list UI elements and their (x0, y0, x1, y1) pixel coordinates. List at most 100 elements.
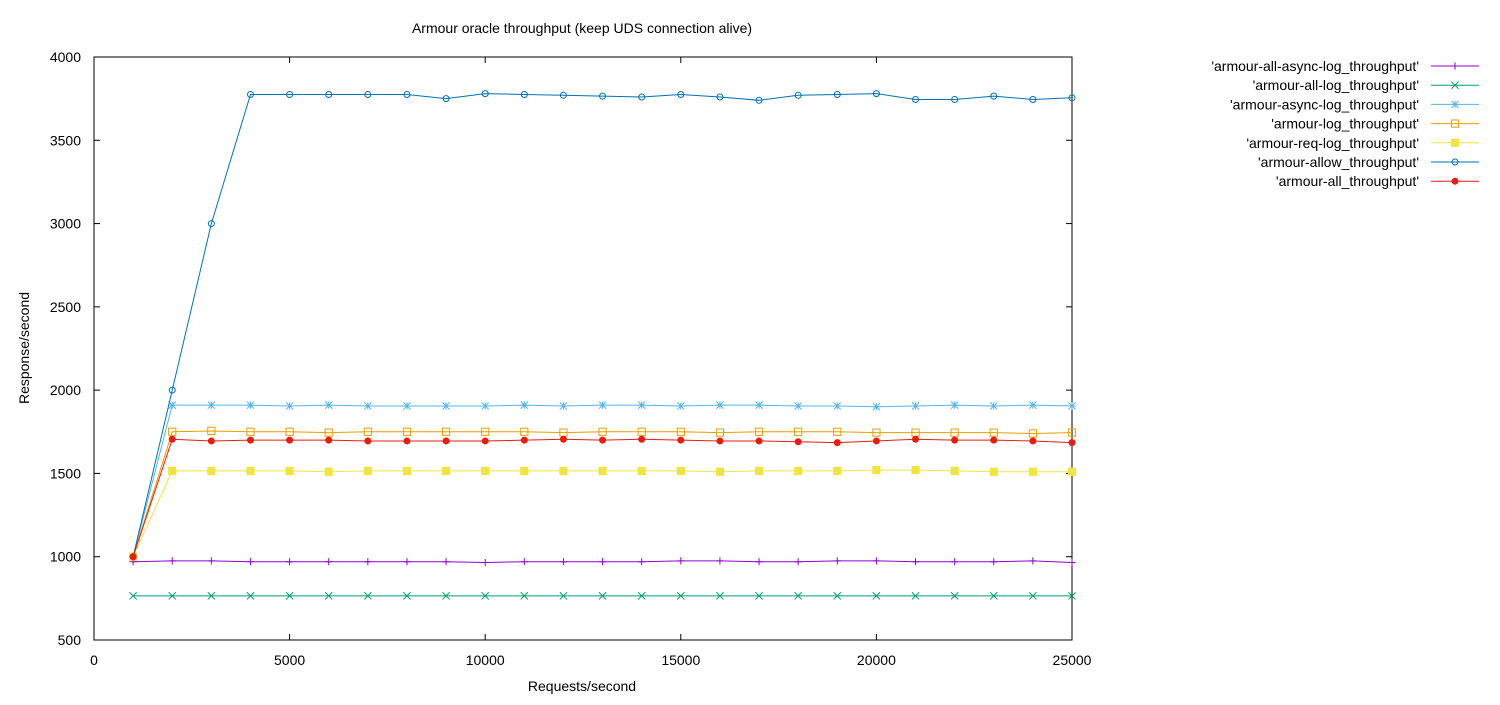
data-point (676, 427, 685, 436)
data-point (324, 591, 333, 600)
legend-item: 'armour-log_throughput' (1271, 116, 1479, 132)
data-point (1028, 429, 1037, 438)
data-point (207, 466, 216, 476)
legend-item: 'armour-async-log_throughput' (1230, 96, 1479, 112)
series-line (132, 93, 1073, 557)
data-point (559, 591, 568, 600)
data-point (833, 90, 841, 98)
data-point (1068, 558, 1076, 567)
data-point (520, 466, 529, 476)
data-point (364, 90, 372, 98)
data-point (989, 428, 998, 437)
data-point (246, 90, 254, 98)
data-point (246, 591, 255, 600)
data-point (285, 402, 294, 410)
data-point (246, 401, 255, 410)
data-point (325, 90, 333, 98)
data-point (833, 439, 841, 447)
data-point (324, 428, 333, 437)
data-point (989, 402, 998, 410)
data-point (715, 401, 724, 410)
data-point (794, 91, 802, 99)
legend-marker (1451, 158, 1459, 166)
data-point (285, 591, 294, 600)
data-point (520, 90, 528, 98)
legend-marker (1451, 100, 1459, 109)
data-point (715, 591, 724, 600)
series-1 (129, 557, 1076, 567)
data-point (716, 557, 724, 565)
data-point (1068, 94, 1076, 102)
data-point (911, 591, 920, 600)
y-tick-label: 1500 (50, 465, 81, 481)
data-point (599, 436, 607, 444)
data-point (794, 402, 803, 410)
data-point (402, 466, 412, 476)
data-point (442, 558, 450, 566)
data-point (833, 591, 842, 600)
legend-label: 'armour-async-log_throughput' (1230, 96, 1419, 112)
data-point (872, 402, 881, 411)
data-point (286, 90, 294, 98)
data-point (363, 427, 372, 436)
data-point (951, 95, 959, 103)
data-point (442, 402, 451, 410)
x-axis-ticks: 0 5000 10000 15000 20000 25000 (90, 57, 1092, 668)
data-point (794, 427, 803, 436)
data-point (520, 558, 528, 566)
legend-label: 'armour-all-async-log_throughput' (1211, 58, 1419, 74)
data-point (246, 427, 255, 436)
data-point (364, 558, 372, 566)
data-point (1068, 591, 1076, 600)
data-point (911, 402, 920, 410)
data-point (754, 466, 764, 476)
data-point (246, 436, 254, 444)
data-point (716, 93, 724, 101)
series-4 (129, 426, 1077, 561)
data-point (286, 436, 294, 444)
series-line (132, 438, 1073, 557)
data-point (402, 427, 412, 436)
series-6 (129, 90, 1076, 561)
data-point (872, 591, 881, 600)
data-point (989, 467, 998, 476)
legend-item: 'armour-req-log_throughput' (1246, 135, 1479, 151)
y-tick-label: 1000 (50, 549, 81, 565)
data-point (794, 438, 802, 446)
x-tick-label: 20000 (857, 652, 896, 668)
data-point (168, 591, 177, 600)
data-point (442, 437, 450, 445)
data-point (794, 558, 802, 566)
data-point (1068, 402, 1076, 410)
data-point (559, 558, 568, 566)
data-point (559, 402, 568, 410)
series-5 (129, 465, 1077, 561)
data-point (637, 466, 646, 476)
data-point (598, 558, 607, 566)
data-point (286, 558, 294, 566)
data-point (363, 591, 372, 600)
data-point (833, 427, 842, 436)
data-point (715, 428, 725, 437)
data-point (755, 558, 763, 566)
data-point (872, 437, 880, 445)
data-point (676, 466, 685, 476)
legend-label: 'armour-log_throughput' (1271, 116, 1419, 132)
data-point (481, 402, 490, 410)
data-point (755, 437, 763, 445)
data-point (246, 558, 255, 566)
data-point (325, 558, 333, 566)
data-point (950, 466, 959, 476)
data-point (168, 435, 176, 443)
data-point (520, 401, 529, 410)
legend-marker (1450, 138, 1460, 147)
data-point (1067, 467, 1077, 476)
data-point (637, 591, 646, 600)
data-point (559, 91, 567, 99)
data-point (755, 401, 763, 410)
data-point (520, 591, 529, 600)
data-point (559, 466, 568, 476)
legend-item: 'armour-all-log_throughput' (1253, 77, 1479, 93)
data-point (324, 467, 333, 476)
